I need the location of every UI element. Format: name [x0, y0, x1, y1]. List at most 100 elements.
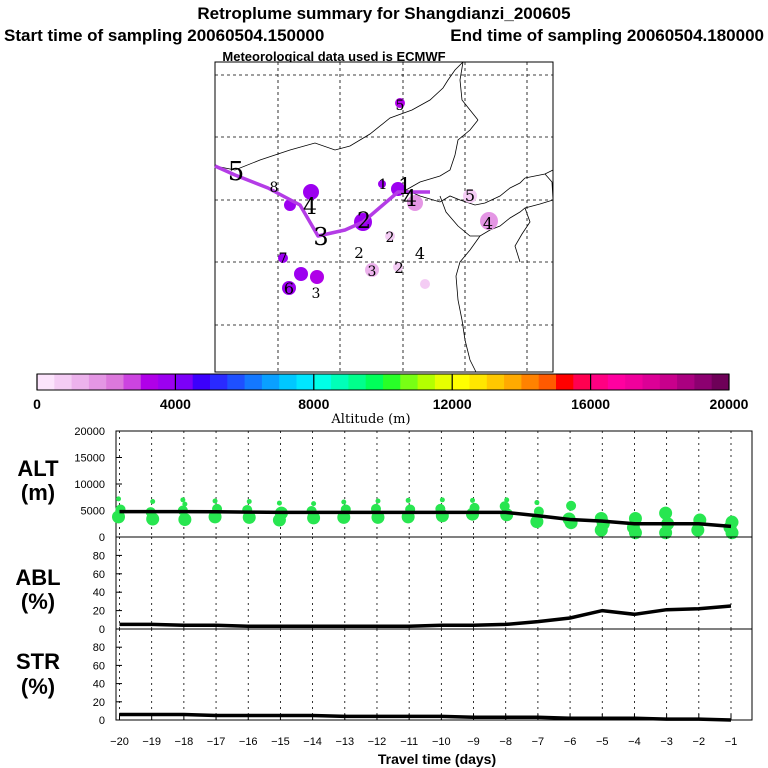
plume-marker — [294, 267, 308, 281]
colorbar-cells — [37, 374, 730, 390]
colorbar-cell — [607, 374, 626, 390]
y-tick-label: 0 — [99, 715, 105, 727]
str-gridlines — [119, 629, 732, 720]
plume-marker — [310, 270, 324, 284]
str-panel: 0 20 40 60 80 STR (%) — [16, 628, 753, 727]
alt-scatter-point — [311, 501, 317, 507]
alt-scatter-point — [375, 498, 381, 504]
alt-scatter-point — [146, 512, 160, 526]
plume-label: 4 — [403, 187, 417, 212]
alt-scatter-point — [628, 526, 642, 540]
plume-marker — [385, 231, 395, 241]
alt-scatter-point — [246, 498, 252, 504]
map-coastlines-borders — [214, 61, 554, 373]
plume-marker — [480, 212, 498, 230]
str-ylabel-line2: (%) — [21, 674, 55, 699]
alt-scatter-point — [566, 500, 577, 511]
x-tick-label: −3 — [660, 736, 673, 748]
abl-panel: 0 20 40 60 80 ABL (%) — [15, 536, 753, 636]
y-tick-label: 20 — [93, 606, 105, 618]
x-tick-label: −20 — [110, 736, 129, 748]
plume-marker — [393, 262, 403, 272]
x-tick-label: −19 — [142, 736, 161, 748]
plume-marker — [420, 279, 430, 289]
plume-marker — [378, 180, 386, 188]
x-tick-label: −4 — [628, 736, 641, 748]
alt-scatter-point — [112, 510, 125, 524]
colorbar-cell — [521, 374, 540, 390]
x-tick-label: −10 — [432, 736, 451, 748]
plume-label: 5 — [396, 98, 405, 114]
alt-scatter-point — [212, 498, 218, 504]
y-tick-label: 60 — [93, 569, 105, 581]
str-frame — [115, 628, 753, 721]
colorbar-cell — [486, 374, 505, 390]
alt-scatter-point — [180, 497, 186, 503]
plume-label: 1 — [379, 177, 388, 193]
colorbar-cell — [331, 374, 349, 390]
plume-label: 8 — [270, 180, 279, 196]
alt-scatter-point — [530, 515, 544, 529]
colorbar-tick-label: 16000 — [571, 396, 610, 412]
plume-marker — [278, 253, 288, 263]
chart-title: Retroplume summary for Shangdianzi_20060… — [197, 4, 570, 23]
y-tick-label: 10000 — [74, 479, 105, 491]
y-tick-label: 20000 — [74, 426, 105, 438]
plume-label: 2 — [394, 259, 404, 277]
colorbar-cell — [659, 374, 678, 390]
colorbar-cell — [365, 374, 384, 390]
colorbar-cell — [556, 374, 574, 390]
colorbar-cell — [244, 374, 263, 390]
colorbar-cell — [296, 374, 315, 390]
colorbar-cell — [348, 374, 367, 390]
alt-scatter-point — [504, 497, 510, 503]
y-tick-label: 60 — [93, 660, 105, 672]
alt-scatter-point — [341, 499, 347, 505]
plume-label: 4 — [483, 214, 493, 233]
x-tick-label: −11 — [400, 736, 418, 748]
colorbar-cell — [452, 374, 470, 390]
colorbar-ticks: 0 4000 8000 12000 16000 20000 — [33, 374, 749, 412]
y-tick-label: 5000 — [81, 506, 105, 518]
str-line — [119, 712, 732, 722]
alt-mean-line — [119, 509, 732, 529]
x-tick-label: −6 — [564, 736, 577, 748]
colorbar-cell — [313, 374, 332, 390]
x-tick-label: −16 — [239, 736, 258, 748]
y-tick-label: 80 — [93, 550, 105, 562]
y-tick-label: 0 — [99, 532, 105, 544]
y-tick-label: 40 — [93, 587, 105, 599]
alt-scatter-point — [470, 497, 476, 503]
x-tick-label: −14 — [303, 736, 322, 748]
alt-scatter-point — [466, 507, 480, 521]
colorbar-cell — [400, 374, 418, 390]
colorbar-tick-label: 8000 — [298, 396, 329, 412]
colorbar-label: Altitude (m) — [330, 412, 410, 427]
colorbar-cell — [434, 374, 453, 390]
colorbar-cell — [694, 374, 713, 390]
x-tick-label: −17 — [207, 736, 226, 748]
plume-marker — [463, 189, 477, 203]
colorbar-cell — [279, 374, 297, 390]
alt-scatter-point — [725, 526, 739, 540]
alt-scatter-point — [405, 497, 411, 503]
str-ylabel-line1: STR — [16, 649, 60, 674]
x-tick-label: −8 — [499, 736, 512, 748]
alt-yticks: 0 5000 10000 15000 20000 — [74, 426, 122, 544]
colorbar-cell — [677, 374, 695, 390]
colorbar-cell — [106, 374, 124, 390]
abl-yticks: 0 20 40 60 80 — [93, 550, 122, 636]
abl-ylabel-line2: (%) — [21, 589, 55, 614]
alt-ylabel-line2: (m) — [21, 480, 55, 505]
colorbar-cell — [625, 374, 643, 390]
abl-frame — [115, 536, 753, 630]
colorbar-cell — [504, 374, 522, 390]
plume-label: 4 — [415, 244, 425, 263]
colorbar-tick-label: 20000 — [710, 396, 749, 412]
colorbar-tick-label: 0 — [33, 396, 41, 412]
alt-scatter-point — [182, 501, 188, 507]
plume-label: 7 — [279, 251, 288, 267]
y-tick-label: 20 — [93, 697, 105, 709]
colorbar-cell — [227, 374, 245, 390]
